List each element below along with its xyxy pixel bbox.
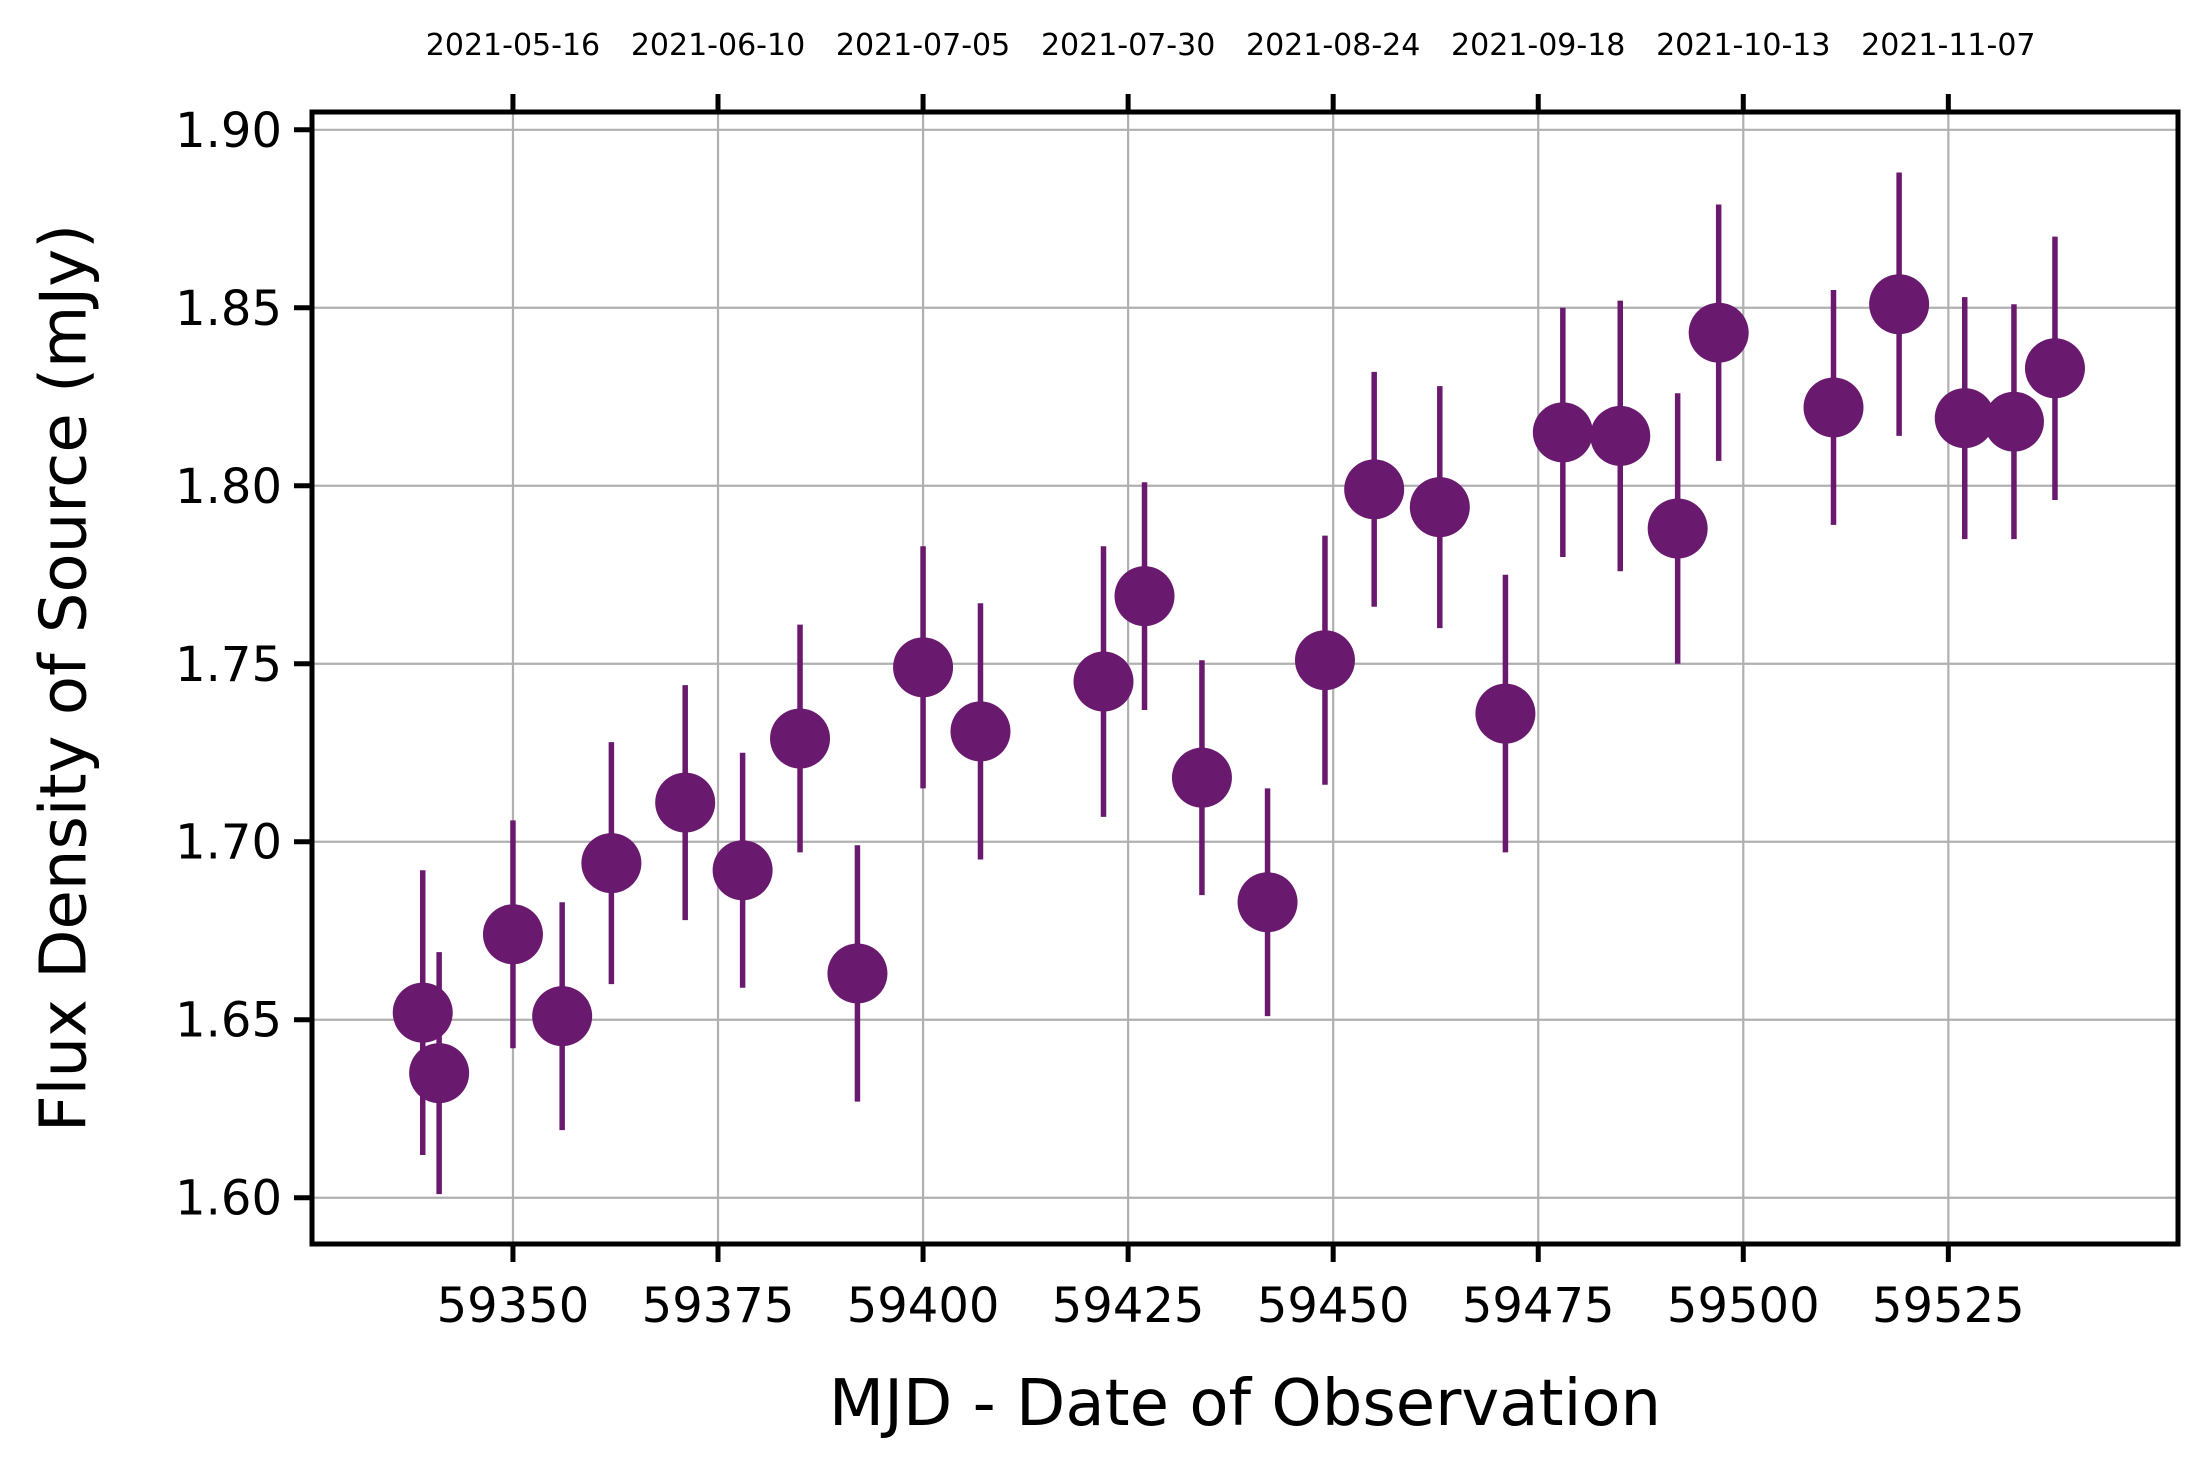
x-tick-label: 59475 — [1462, 1278, 1615, 1334]
x-tick-label: 59525 — [1872, 1278, 2025, 1334]
data-point — [409, 1043, 470, 1104]
top-tick-label: 2021-09-18 — [1451, 28, 1625, 63]
data-point — [1171, 747, 1232, 808]
data-point — [1409, 477, 1470, 538]
data-point — [893, 637, 954, 698]
y-tick-label: 1.85 — [175, 281, 282, 337]
data-point — [655, 772, 716, 833]
data-point — [1073, 651, 1134, 712]
y-tick-label: 1.75 — [175, 637, 282, 693]
data-point — [770, 708, 831, 769]
data-point — [1647, 498, 1708, 559]
data-point — [1803, 377, 1864, 438]
data-point — [482, 904, 543, 965]
data-point — [1688, 302, 1749, 363]
y-axis-title: Flux Density of Source (mJy) — [28, 224, 102, 1132]
data-point — [1237, 872, 1298, 933]
top-tick-label: 2021-07-05 — [836, 28, 1010, 63]
data-point — [2024, 338, 2085, 399]
data-point — [1983, 391, 2044, 452]
data-point — [712, 840, 773, 901]
top-tick-label: 2021-07-30 — [1041, 28, 1215, 63]
x-tick-label: 59400 — [847, 1278, 1000, 1334]
data-point — [1869, 274, 1930, 335]
y-tick-label: 1.70 — [175, 815, 282, 871]
data-point — [1294, 630, 1355, 691]
x-tick-label: 59500 — [1667, 1278, 1820, 1334]
y-tick-label: 1.90 — [175, 103, 282, 159]
data-point — [532, 986, 593, 1047]
axis-ticks: 59350 59375 59400 59425 59450 59475 59500 59525… — [175, 28, 2035, 1334]
data-point — [827, 943, 888, 1004]
data-point — [950, 701, 1011, 762]
data-point — [1532, 402, 1593, 463]
x-axis-title: MJD - Date of Observation — [829, 1367, 1661, 1441]
plot-frame — [309, 109, 2181, 1247]
y-tick-label: 1.60 — [175, 1171, 282, 1227]
top-tick-label: 2021-08-24 — [1246, 28, 1420, 63]
data-point — [1475, 683, 1536, 744]
y-tick-label: 1.80 — [175, 459, 282, 515]
data-point — [581, 833, 642, 894]
x-tick-label: 59375 — [642, 1278, 795, 1334]
x-tick-label: 59425 — [1052, 1278, 1205, 1334]
data-point — [1590, 405, 1651, 466]
top-tick-label: 2021-05-16 — [426, 28, 600, 63]
data-point — [1114, 566, 1175, 627]
data-point — [1934, 388, 1995, 449]
data-points — [392, 172, 2085, 1195]
top-tick-label: 2021-06-10 — [631, 28, 805, 63]
data-point — [392, 982, 453, 1043]
x-tick-label: 59350 — [437, 1278, 590, 1334]
data-point — [1344, 459, 1405, 520]
x-tick-label: 59450 — [1257, 1278, 1410, 1334]
y-tick-label: 1.65 — [175, 993, 282, 1049]
top-tick-label: 2021-11-07 — [1861, 28, 2035, 63]
top-tick-label: 2021-10-13 — [1656, 28, 1830, 63]
